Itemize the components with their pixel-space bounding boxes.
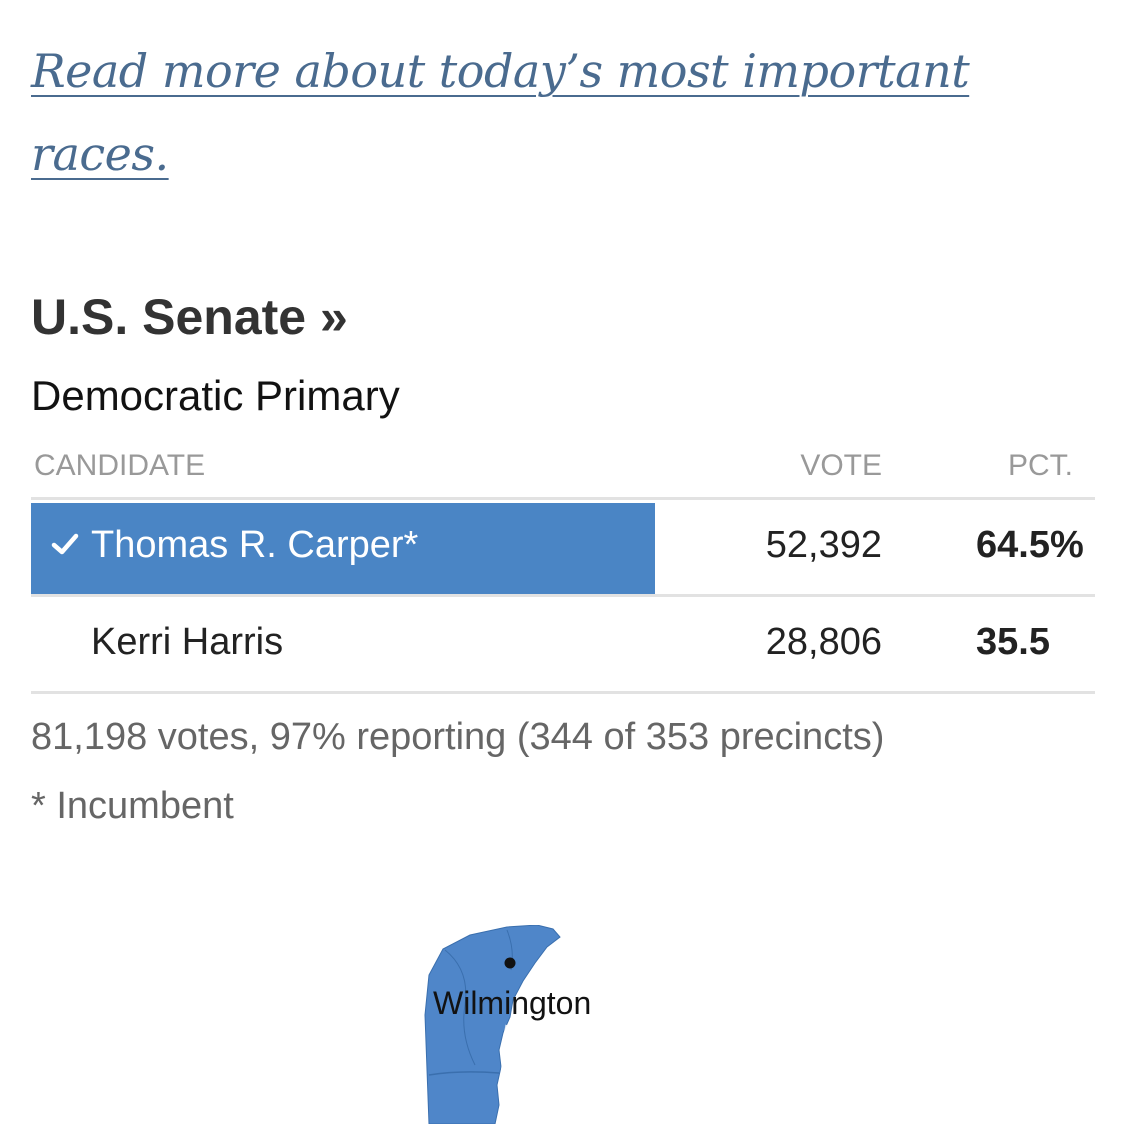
county-border xyxy=(428,1071,500,1076)
checkmark-icon xyxy=(51,533,79,555)
candidate-votes: 52,392 xyxy=(765,524,882,566)
reporting-summary: 81,198 votes, 97% reporting (344 of 353 … xyxy=(31,716,885,758)
table-row-winner: Thomas R. Carper* 52,392 64.5% xyxy=(31,500,1095,597)
coastline-detail xyxy=(500,1024,509,1086)
state-shape xyxy=(424,925,561,1124)
table-row: Kerri Harris 28,806 35.5 xyxy=(31,597,1095,694)
map-city-label: Wilmington xyxy=(433,985,592,1021)
candidate-votes: 28,806 xyxy=(765,621,882,663)
race-subtitle: Democratic Primary xyxy=(31,372,400,419)
pct-column-header: PCT. xyxy=(1007,449,1073,482)
candidate-name: Thomas R. Carper* xyxy=(91,524,419,566)
candidate-pct: 35.5 xyxy=(976,621,1050,663)
vote-column-header: VOTE xyxy=(800,449,882,482)
county-map xyxy=(424,925,561,1124)
county-border xyxy=(444,949,476,1066)
read-more-link[interactable]: Read more about today’s most important r… xyxy=(31,44,970,181)
incumbent-note: * Incumbent xyxy=(31,785,234,827)
candidate-pct: 64.5% xyxy=(976,524,1084,566)
city-marker xyxy=(504,957,516,969)
candidate-column-header: CANDIDATE xyxy=(34,449,206,482)
candidate-name: Kerri Harris xyxy=(91,621,284,663)
results-table: CANDIDATE VOTE PCT. Thomas R. Carper* 52… xyxy=(31,440,1095,694)
table-header: CANDIDATE VOTE PCT. xyxy=(31,440,1095,500)
winner-highlight xyxy=(31,503,655,594)
race-title-link[interactable]: U.S. Senate » xyxy=(31,289,348,345)
